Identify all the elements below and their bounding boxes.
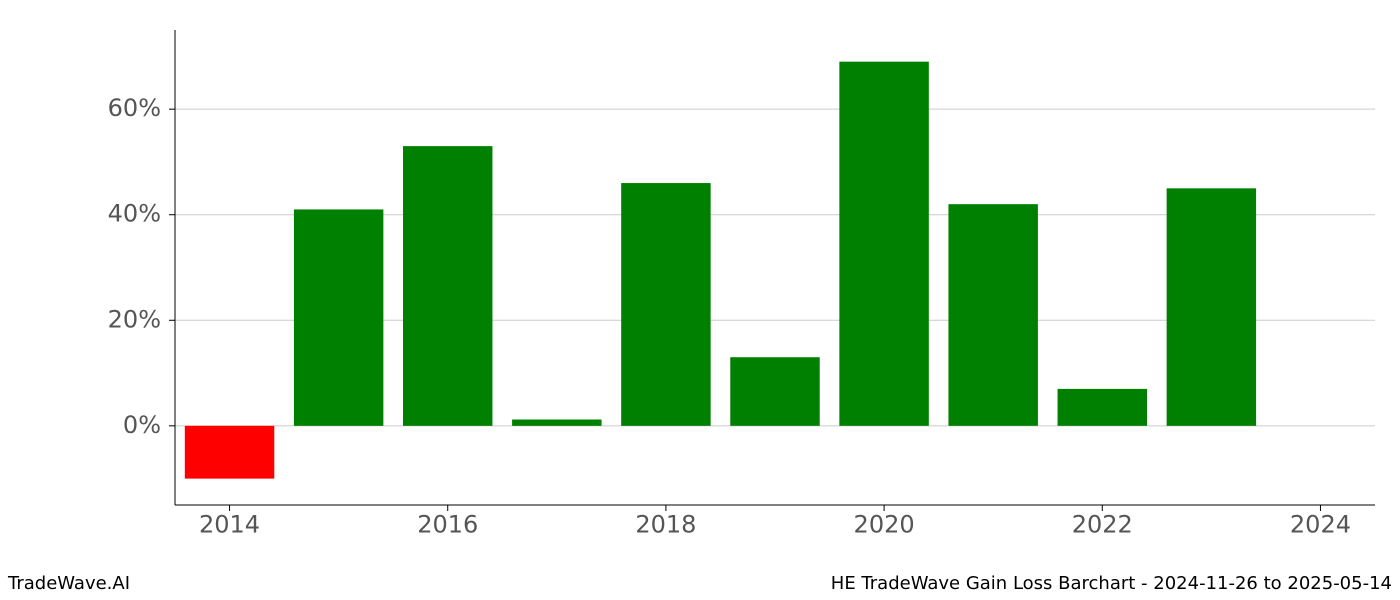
y-tick-label: 60% bbox=[108, 94, 161, 122]
y-tick-label: 20% bbox=[108, 305, 161, 333]
x-tick-label: 2018 bbox=[635, 511, 696, 539]
chart-svg: 0% 20% 40% 60% 2014 2016 2018 2020 2022 2024 bbox=[0, 0, 1400, 600]
bar-2016 bbox=[403, 146, 492, 426]
y-tick-label: 40% bbox=[108, 200, 161, 228]
footer-brand: TradeWave.AI bbox=[8, 573, 130, 594]
x-tick-label: 2024 bbox=[1290, 511, 1351, 539]
bar-2017 bbox=[512, 420, 601, 426]
bar-2015 bbox=[294, 209, 383, 425]
x-tick-label: 2016 bbox=[417, 511, 478, 539]
x-tick-label: 2014 bbox=[199, 511, 260, 539]
x-tick-label: 2022 bbox=[1072, 511, 1133, 539]
bar-2019 bbox=[730, 357, 819, 426]
x-tick-label: 2020 bbox=[854, 511, 915, 539]
y-tick-label: 0% bbox=[123, 411, 161, 439]
bar-2021 bbox=[948, 204, 1037, 426]
bar-2018 bbox=[621, 183, 710, 426]
bar-2014 bbox=[185, 426, 274, 479]
bar-2023 bbox=[1167, 188, 1256, 425]
gain-loss-barchart: 0% 20% 40% 60% 2014 2016 2018 2020 2022 2024 bbox=[0, 0, 1400, 600]
bar-2022 bbox=[1058, 389, 1147, 426]
bar-2020 bbox=[839, 62, 928, 426]
footer-title: HE TradeWave Gain Loss Barchart - 2024-1… bbox=[831, 573, 1392, 594]
